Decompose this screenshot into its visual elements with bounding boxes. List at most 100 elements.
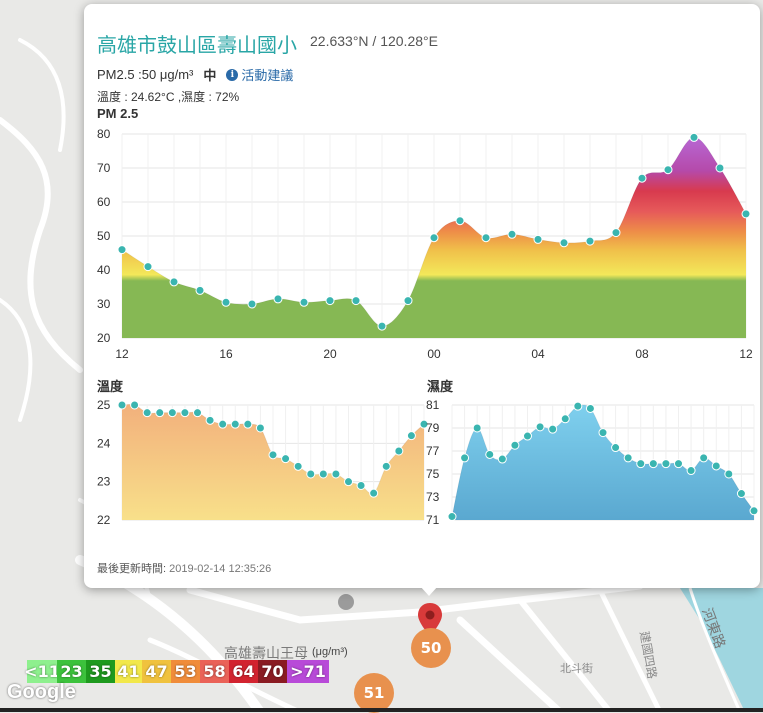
y-tick-label: 20: [97, 331, 111, 345]
y-tick-label: 80: [97, 127, 111, 141]
legend-cell: 41: [115, 660, 142, 683]
area-fill: [122, 137, 746, 338]
data-point: [406, 431, 416, 441]
school-icon[interactable]: [338, 594, 354, 610]
data-point: [255, 423, 265, 433]
x-tick-label: 12: [115, 347, 129, 361]
data-point: [247, 299, 257, 309]
data-point: [724, 469, 734, 479]
data-point: [460, 453, 470, 463]
data-point: [356, 481, 366, 490]
data-point: [117, 245, 127, 255]
activity-advice-link[interactable]: i 活動建議: [226, 65, 293, 84]
data-point: [195, 285, 205, 295]
data-point: [243, 419, 253, 429]
legend-cell: 53: [171, 660, 200, 683]
data-point: [117, 400, 127, 410]
data-point: [686, 466, 696, 476]
area-line: [451, 404, 755, 517]
data-point: [369, 488, 379, 498]
updated-time: 2019-02-14 12:35:26: [169, 563, 272, 575]
data-point: [715, 163, 725, 173]
data-point: [674, 459, 683, 469]
data-point: [523, 431, 532, 441]
weather-readout: 溫度 : 24.62°C ,濕度 : 72%: [97, 90, 240, 104]
bottom-bar: [0, 708, 763, 712]
data-point: [169, 277, 179, 287]
data-point: [344, 477, 353, 487]
data-point: [573, 401, 583, 411]
aqi-marker[interactable]: 51: [354, 673, 394, 713]
pm-value: PM2.5 :50 μg/m³: [97, 67, 194, 82]
y-tick-label: 25: [97, 398, 111, 412]
y-tick-label: 81: [426, 398, 440, 412]
y-tick-label: 73: [426, 490, 440, 504]
data-point: [331, 469, 341, 479]
data-point: [749, 506, 759, 516]
x-tick-label: 16: [219, 347, 233, 361]
data-point: [455, 216, 465, 226]
data-point: [205, 415, 215, 425]
station-popup: 高雄市鼓山區壽山國小 22.633°N / 120.28°E PM2.5 :50…: [84, 4, 760, 588]
y-tick-label: 71: [426, 513, 440, 527]
place-label: 高雄壽山王母: [224, 645, 308, 661]
station-coords: 22.633°N / 120.28°E: [310, 33, 438, 49]
pm25-legend: <11 23 35 41 47 53 58 64 70 >71: [24, 660, 329, 683]
data-point: [419, 419, 429, 429]
legend-cell: 58: [200, 660, 229, 683]
y-tick-label: 23: [97, 475, 111, 489]
data-point: [741, 209, 751, 219]
x-tick-label: 20: [323, 347, 337, 361]
info-icon[interactable]: i: [226, 68, 239, 81]
data-point: [637, 173, 647, 183]
y-tick-label: 60: [97, 195, 111, 209]
data-point: [689, 132, 699, 142]
x-tick-label: 00: [427, 347, 441, 361]
data-point: [548, 424, 558, 434]
temp-chart-title: 溫度: [97, 379, 124, 394]
data-point: [381, 461, 391, 471]
data-point: [180, 408, 190, 418]
data-point: [299, 297, 309, 307]
station-name[interactable]: 高雄市鼓山區壽山國小: [97, 33, 297, 57]
data-point: [585, 236, 595, 246]
y-tick-label: 30: [97, 297, 111, 311]
data-point: [497, 454, 507, 464]
data-point: [611, 443, 621, 453]
data-point: [155, 408, 165, 418]
data-point: [711, 461, 721, 471]
data-point: [648, 459, 658, 469]
advice-label[interactable]: 活動建議: [241, 68, 294, 83]
data-point: [598, 428, 608, 438]
data-point: [281, 454, 291, 464]
data-point: [429, 233, 439, 243]
pm-level: 中: [203, 68, 217, 83]
pm-chart-title: PM 2.5: [97, 106, 139, 121]
legend-unit: (μg/m³): [312, 646, 348, 658]
data-point: [560, 414, 570, 424]
map-pin-icon[interactable]: [417, 603, 443, 637]
x-tick-label: 04: [531, 347, 545, 361]
svg-text:北斗街: 北斗街: [560, 661, 593, 675]
data-point: [736, 489, 746, 499]
legend-cell: 70: [258, 660, 287, 683]
data-point: [268, 450, 278, 460]
legend-cell: >71: [287, 660, 329, 683]
data-point: [394, 446, 404, 456]
area-line: [121, 403, 425, 495]
pm-reading: PM2.5 :50 μg/m³ 中 i 活動建議: [97, 65, 293, 84]
y-tick-label: 70: [97, 161, 111, 175]
data-point: [193, 408, 202, 418]
data-point: [510, 440, 520, 450]
data-point: [447, 512, 457, 522]
area-line: [121, 136, 747, 327]
aqi-marker[interactable]: 50: [411, 628, 451, 668]
data-point: [377, 321, 387, 331]
data-point: [230, 419, 240, 429]
legend-cell: 23: [57, 660, 86, 683]
data-point: [481, 233, 491, 243]
data-point: [293, 461, 303, 471]
y-tick-label: 24: [97, 436, 111, 450]
data-point: [559, 238, 569, 248]
y-tick-label: 22: [97, 513, 111, 527]
